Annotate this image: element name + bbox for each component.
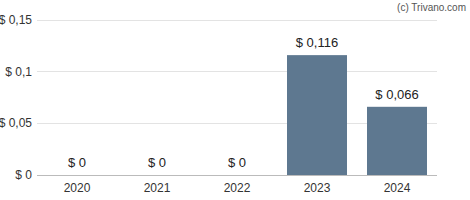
chart-container: $ 0 $ 0,05 $ 0,1 $ 0,15 $ 0 2020 $ 0 2021 $ 0 202… <box>0 0 470 200</box>
data-label: $ 0 <box>68 155 86 170</box>
y-tick-label: $ 0 <box>15 168 32 182</box>
bar <box>207 175 267 176</box>
data-label: $ 0,116 <box>296 35 338 50</box>
data-label: $ 0 <box>148 155 166 170</box>
chart: $ 0 $ 0,05 $ 0,1 $ 0,15 $ 0 2020 $ 0 2021 $ 0 202… <box>0 0 470 200</box>
x-tick-label: 2022 <box>224 181 251 195</box>
bar <box>127 175 187 176</box>
x-tick-label: 2021 <box>144 181 171 195</box>
x-tick-label: 2020 <box>64 181 91 195</box>
y-tick-label: $ 0,1 <box>5 65 32 79</box>
y-tick-label: $ 0,15 <box>0 13 32 27</box>
data-label: $ 0 <box>228 155 246 170</box>
grid-line <box>37 20 437 21</box>
x-tick-label: 2023 <box>304 181 331 195</box>
data-label: $ 0,066 <box>375 87 418 102</box>
bar <box>287 55 347 175</box>
bar <box>47 175 107 176</box>
bars <box>287 55 427 175</box>
grid-line <box>37 71 437 72</box>
x-tick-label: 2024 <box>384 181 411 195</box>
grid <box>37 20 437 175</box>
y-tick-label: $ 0,05 <box>0 116 32 130</box>
bar <box>367 107 427 175</box>
watermark: (c) Trivano.com <box>397 2 466 13</box>
